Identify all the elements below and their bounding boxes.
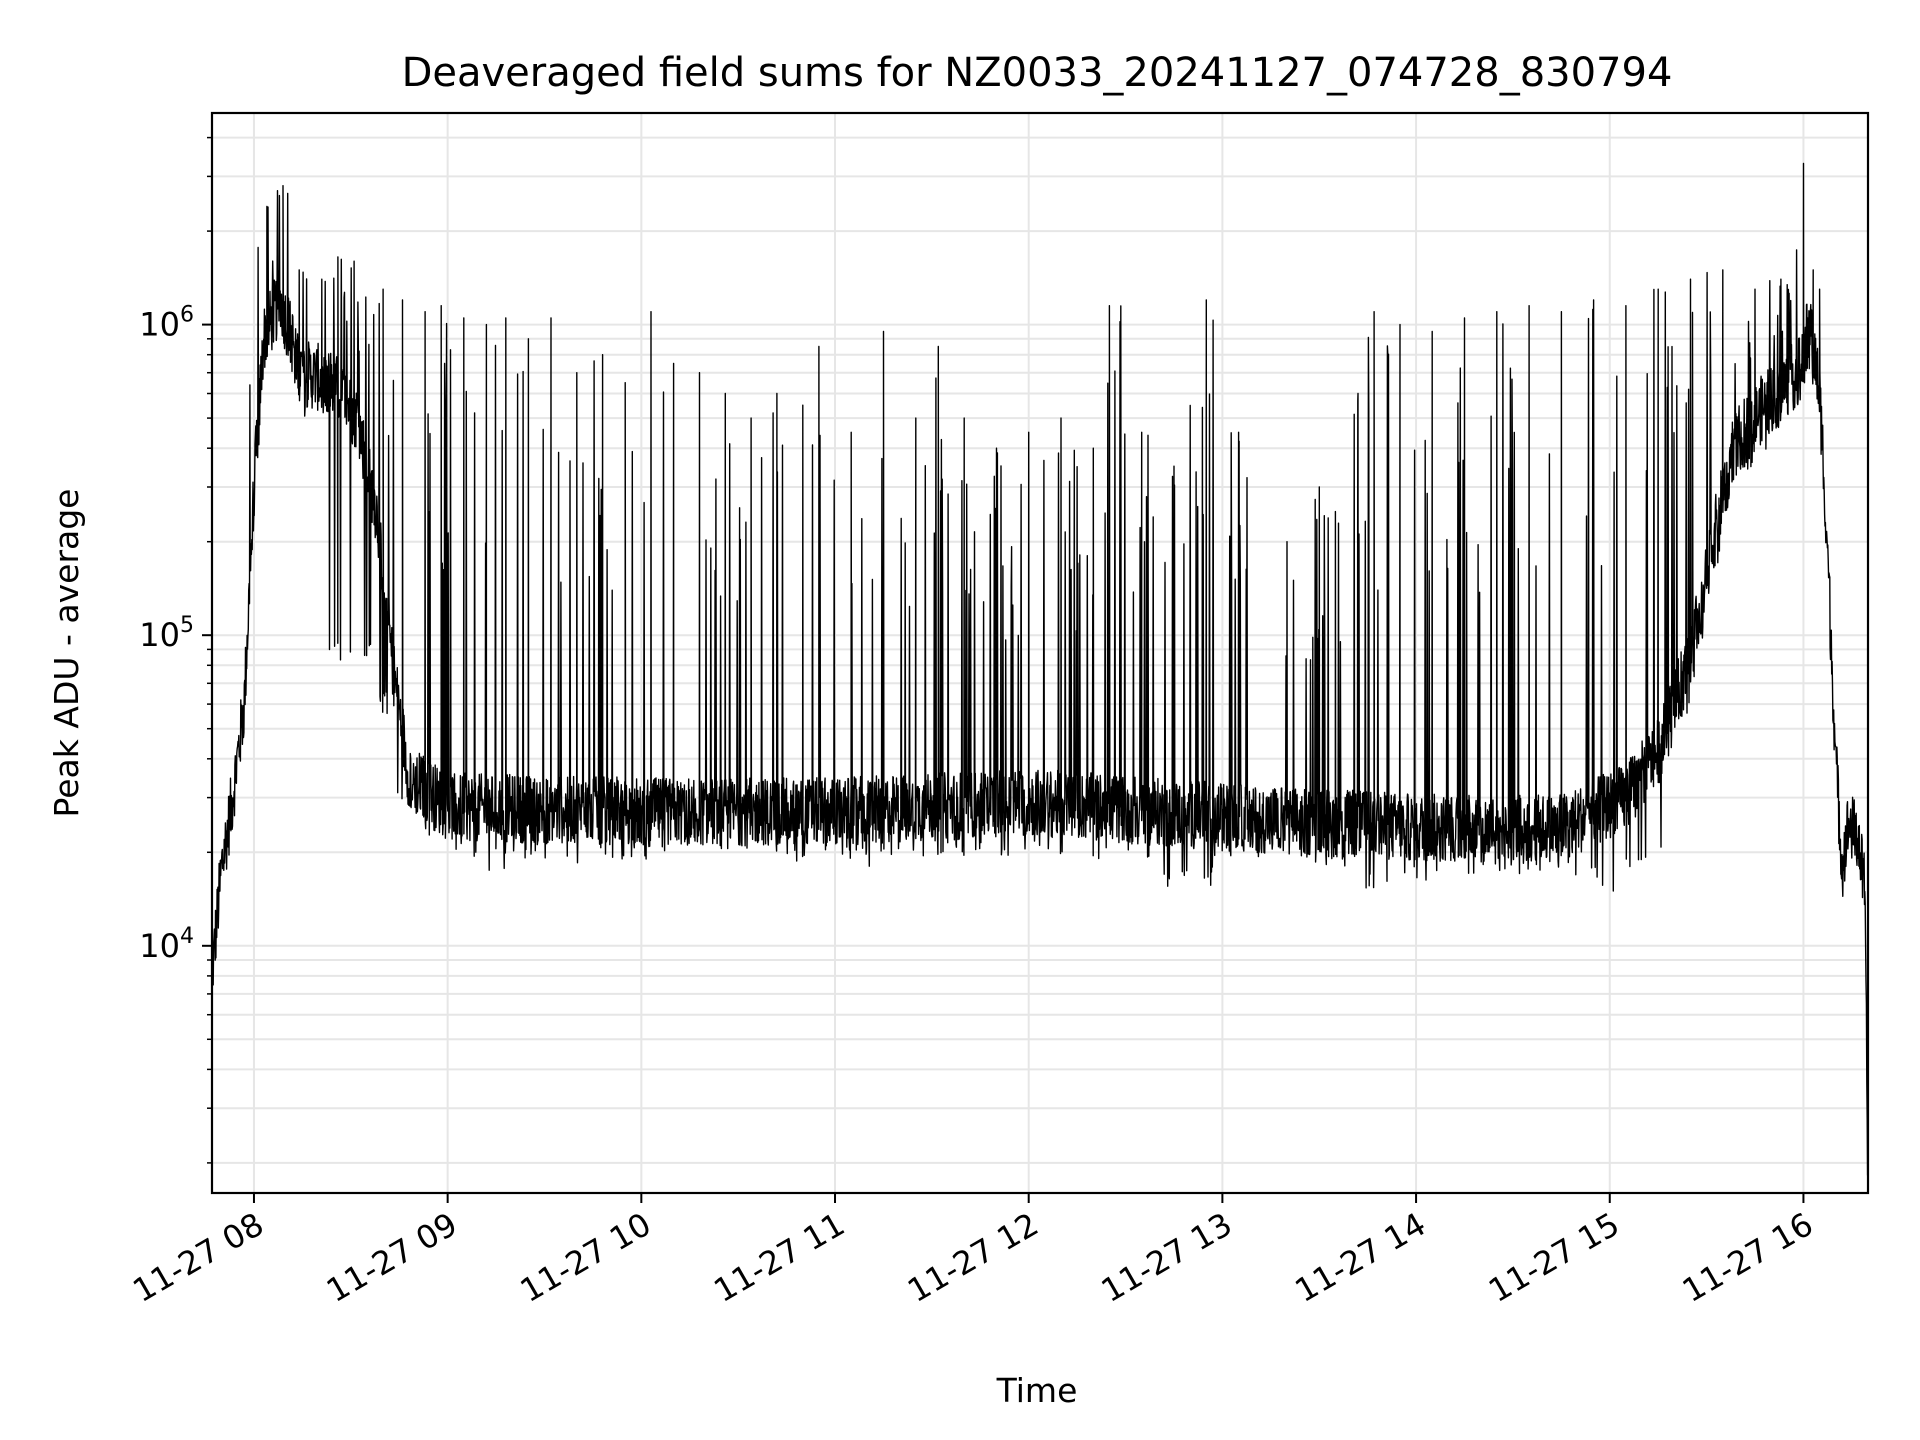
y-tick-label: 106	[139, 303, 194, 344]
series-layer	[212, 162, 1868, 1176]
y-tick-label: 104	[139, 924, 194, 965]
series-line	[212, 162, 1868, 1176]
chart-title: Deaveraged field sums for NZ0033_2024112…	[402, 50, 1673, 96]
plot-area	[212, 162, 1868, 1176]
y-axis-label: Peak ADU - average	[47, 489, 86, 818]
y-axis-ticks: 104 105 106	[139, 136, 212, 1164]
x-axis-label: Time	[996, 1371, 1078, 1410]
y-tick-label: 105	[139, 613, 194, 654]
plot-frame	[210, 111, 1870, 1195]
